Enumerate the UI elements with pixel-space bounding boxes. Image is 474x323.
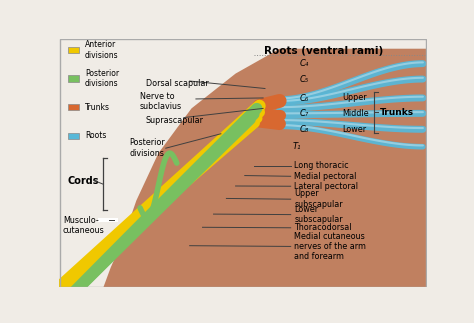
Text: Lateral pectoral: Lateral pectoral	[294, 182, 358, 191]
Text: Lower: Lower	[342, 125, 366, 134]
Text: C₄: C₄	[300, 59, 309, 68]
Text: Middle: Middle	[342, 109, 369, 118]
Text: Trunks: Trunks	[85, 103, 110, 112]
Text: Anterior
divisions: Anterior divisions	[85, 40, 118, 60]
Polygon shape	[103, 49, 427, 287]
Text: Upper
subscapular: Upper subscapular	[294, 190, 343, 209]
Text: Posterior
divisions: Posterior divisions	[85, 69, 119, 88]
Text: T₁: T₁	[292, 142, 301, 151]
Text: C₅: C₅	[300, 75, 309, 84]
FancyBboxPatch shape	[98, 218, 118, 222]
Text: Musculo-
cutaneous: Musculo- cutaneous	[63, 216, 105, 235]
Text: Roots: Roots	[85, 131, 106, 140]
Text: Thoracodorsal: Thoracodorsal	[294, 223, 352, 232]
Text: Long thoracic: Long thoracic	[294, 161, 349, 170]
Text: Suprascapular: Suprascapular	[146, 116, 203, 125]
Bar	[68, 47, 80, 53]
Text: Medial cutaneous
nerves of the arm
and forearm: Medial cutaneous nerves of the arm and f…	[294, 232, 366, 261]
Text: Lower
subscapular: Lower subscapular	[294, 205, 343, 224]
Text: C₆: C₆	[300, 94, 309, 103]
Bar	[68, 104, 80, 110]
Text: Dorsal scapular: Dorsal scapular	[146, 79, 209, 88]
Text: Posterior
divisions: Posterior divisions	[129, 139, 165, 158]
Text: Cords: Cords	[67, 175, 99, 185]
Text: C₈: C₈	[300, 125, 309, 134]
Bar	[68, 133, 80, 139]
Text: C₇: C₇	[300, 109, 309, 118]
Text: Upper: Upper	[342, 93, 367, 102]
Bar	[68, 76, 80, 82]
Text: Trunks: Trunks	[380, 108, 414, 117]
Text: Nerve to
subclavius: Nerve to subclavius	[140, 92, 182, 111]
Text: Medial pectoral: Medial pectoral	[294, 172, 357, 181]
Text: Roots (ventral rami): Roots (ventral rami)	[264, 46, 383, 56]
